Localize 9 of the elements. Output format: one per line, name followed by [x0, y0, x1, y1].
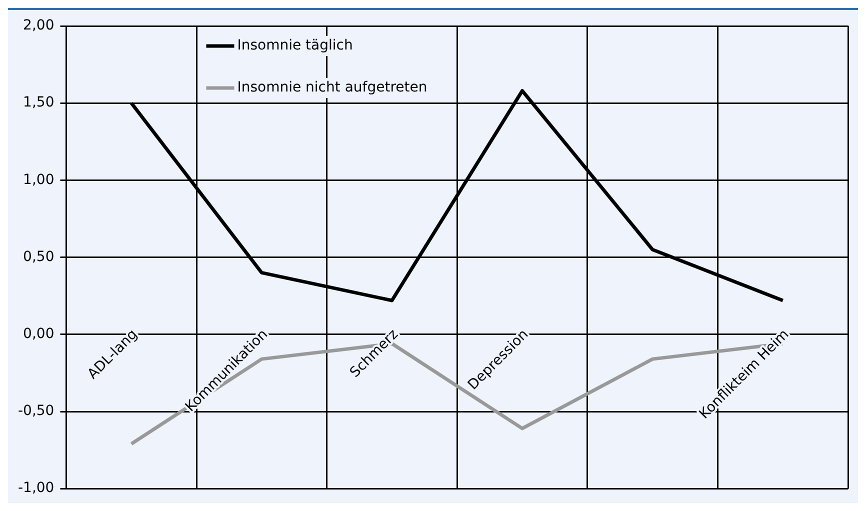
y-tick-label: 1,50 [23, 94, 54, 111]
legend-label: Insomnie nicht aufgetreten [237, 80, 428, 96]
y-tick-label: 0,50 [23, 248, 54, 265]
y-tick-label: 2,00 [23, 18, 54, 34]
y-tick-label: 0,00 [23, 326, 54, 342]
y-tick-label: -1,00 [18, 480, 54, 496]
legend-label: Insomnie täglich [237, 38, 353, 54]
y-tick-label: 1,00 [23, 172, 54, 188]
y-tick-label: -0,50 [18, 403, 54, 420]
